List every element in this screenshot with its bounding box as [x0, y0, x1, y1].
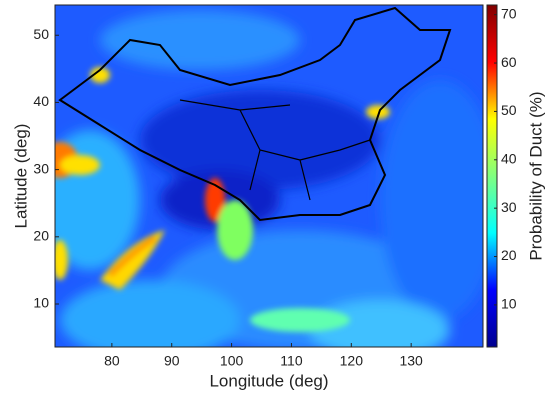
x-tick-label: 130	[399, 353, 423, 369]
colorbar: 10 20 30 40 50 60 70	[486, 4, 517, 348]
y-tick-label: 10	[33, 295, 49, 311]
colorbar-scale	[486, 4, 498, 348]
x-tick-label: 100	[220, 353, 244, 369]
x-axis-label: Longitude (deg)	[209, 371, 328, 390]
x-tick-label: 110	[280, 353, 303, 369]
colorbar-tick-label: 20	[501, 247, 517, 263]
colorbar-tick-label: 30	[501, 199, 517, 215]
y-tick-label: 40	[33, 93, 49, 109]
x-tick-label: 120	[340, 353, 364, 369]
colorbar-tick-label: 50	[501, 102, 517, 118]
y-tick-label: 20	[33, 228, 49, 244]
colorbar-tick-label: 10	[501, 296, 517, 312]
x-tick-label: 90	[164, 353, 180, 369]
y-tick-label: 50	[33, 26, 49, 42]
colorbar-tick-label: 70	[501, 5, 517, 21]
colorbar-label: Probability of Duct (%)	[526, 91, 545, 260]
y-tick-label: 30	[33, 160, 49, 176]
y-axis-label: Latitude (deg)	[11, 124, 30, 229]
colorbar-tick-label: 40	[501, 150, 517, 166]
x-tick-label: 80	[104, 353, 120, 369]
heatmap-field	[55, 5, 483, 347]
colorbar-tick-label: 60	[501, 54, 517, 70]
